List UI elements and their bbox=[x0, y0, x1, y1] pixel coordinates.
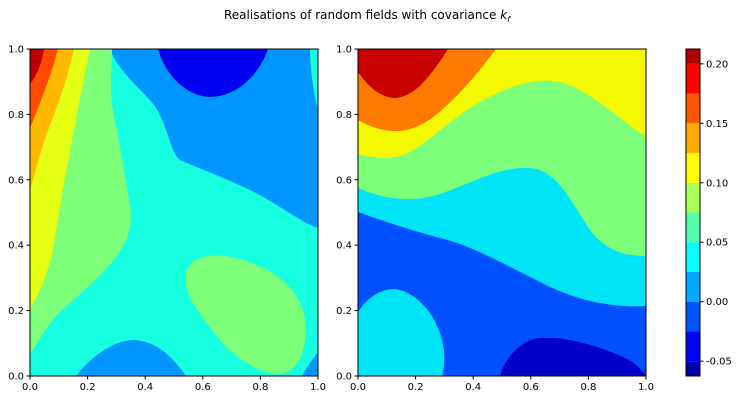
colorbar-tick-label: 0.05 bbox=[706, 238, 728, 249]
left-x-tick-label: 0.0 bbox=[22, 382, 38, 393]
left-band-top-right-edge bbox=[310, 49, 318, 110]
figure-title: Realisations of random fields with covar… bbox=[224, 8, 511, 24]
left-x-tick-label: 1.0 bbox=[310, 382, 326, 393]
colorbar-tick-label: 0.15 bbox=[706, 119, 728, 130]
left-band-bottom-blue bbox=[76, 340, 186, 376]
colorbar-tick-label: 0.10 bbox=[706, 178, 728, 189]
right-y-tick-label: 0.8 bbox=[336, 110, 352, 121]
right-y-tick-label: 0.0 bbox=[336, 372, 352, 383]
colorbar-band bbox=[686, 331, 700, 362]
left-x-tick-label: 0.4 bbox=[137, 382, 153, 393]
colorbar-ticks: -0.05 0.00 0.05 0.10 0.15 0.20 bbox=[700, 59, 732, 368]
right-y-tick-label: 1.0 bbox=[336, 45, 352, 56]
colorbar-tick-label: 0.00 bbox=[706, 297, 728, 308]
left-band-bottom-right-blue bbox=[302, 352, 318, 376]
left-x-tick-label: 0.8 bbox=[252, 382, 268, 393]
left-band-dark-blue bbox=[158, 49, 268, 97]
right-x-tick-label: 1.0 bbox=[638, 382, 654, 393]
left-y-tick-label: 1.0 bbox=[8, 45, 24, 56]
right-y-axis: 0.0 0.2 0.4 0.6 0.8 1.0 bbox=[336, 45, 358, 383]
left-y-tick-label: 0.6 bbox=[8, 175, 24, 186]
right-x-tick-label: 0.8 bbox=[580, 382, 596, 393]
left-y-tick-label: 0.2 bbox=[8, 306, 24, 317]
right-contour-fills bbox=[358, 49, 646, 376]
colorbar-frame bbox=[685, 48, 701, 377]
colorbar-band bbox=[686, 153, 700, 183]
colorbar-band bbox=[686, 63, 700, 94]
right-x-tick-label: 0.2 bbox=[408, 382, 424, 393]
left-contour-fills bbox=[30, 49, 318, 376]
left-x-axis: 0.0 0.2 0.4 0.6 0.8 1.0 bbox=[22, 376, 326, 393]
colorbar-band bbox=[686, 49, 700, 64]
colorbar-band bbox=[686, 271, 700, 302]
colorbar-tick-label: 0.20 bbox=[706, 59, 728, 70]
left-band-dark-red bbox=[30, 49, 44, 84]
left-y-tick-label: 0.4 bbox=[8, 241, 24, 252]
right-band-dark-red bbox=[358, 49, 448, 98]
left-x-tick-label: 0.2 bbox=[80, 382, 96, 393]
right-x-tick-label: 0.0 bbox=[350, 382, 366, 393]
left-y-tick-label: 0.0 bbox=[8, 372, 24, 383]
right-x-tick-label: 0.6 bbox=[523, 382, 539, 393]
right-y-tick-label: 0.6 bbox=[336, 175, 352, 186]
left-x-tick-label: 0.6 bbox=[195, 382, 211, 393]
left-plot-frame bbox=[29, 48, 319, 377]
colorbar-tick-label: -0.05 bbox=[706, 357, 732, 368]
colorbar-band bbox=[686, 212, 700, 243]
left-band-mid-blue bbox=[110, 49, 318, 228]
left-y-axis: 0.0 0.2 0.4 0.6 0.8 1.0 bbox=[8, 45, 30, 383]
right-y-tick-label: 0.4 bbox=[336, 241, 352, 252]
colorbar-band bbox=[686, 361, 700, 376]
colorbar: -0.05 0.00 0.05 0.10 0.15 0.20 bbox=[685, 48, 732, 377]
colorbar-band bbox=[686, 123, 700, 154]
colorbar-band bbox=[686, 93, 700, 124]
right-contour-plot: 0.0 0.2 0.4 0.6 0.8 1.0 0.0 0.2 0.4 0.6 0.8 1.0 bbox=[336, 45, 654, 394]
colorbar-band bbox=[686, 301, 700, 332]
right-plot-frame bbox=[357, 48, 647, 377]
right-band-dark-blue-blob bbox=[500, 337, 646, 376]
left-contour-plot: 0.0 0.2 0.4 0.6 0.8 1.0 0.0 0.2 0.4 0.6 0.8 1.0 bbox=[8, 45, 326, 394]
left-y-tick-label: 0.8 bbox=[8, 110, 24, 121]
right-band-cyan-blob bbox=[358, 289, 445, 376]
colorbar-bands bbox=[686, 49, 700, 376]
right-y-tick-label: 0.2 bbox=[336, 306, 352, 317]
right-x-axis: 0.0 0.2 0.4 0.6 0.8 1.0 bbox=[350, 376, 654, 393]
colorbar-band bbox=[686, 182, 700, 213]
colorbar-band bbox=[686, 242, 700, 272]
right-x-tick-label: 0.4 bbox=[465, 382, 481, 393]
left-band-green-blob bbox=[185, 255, 306, 374]
